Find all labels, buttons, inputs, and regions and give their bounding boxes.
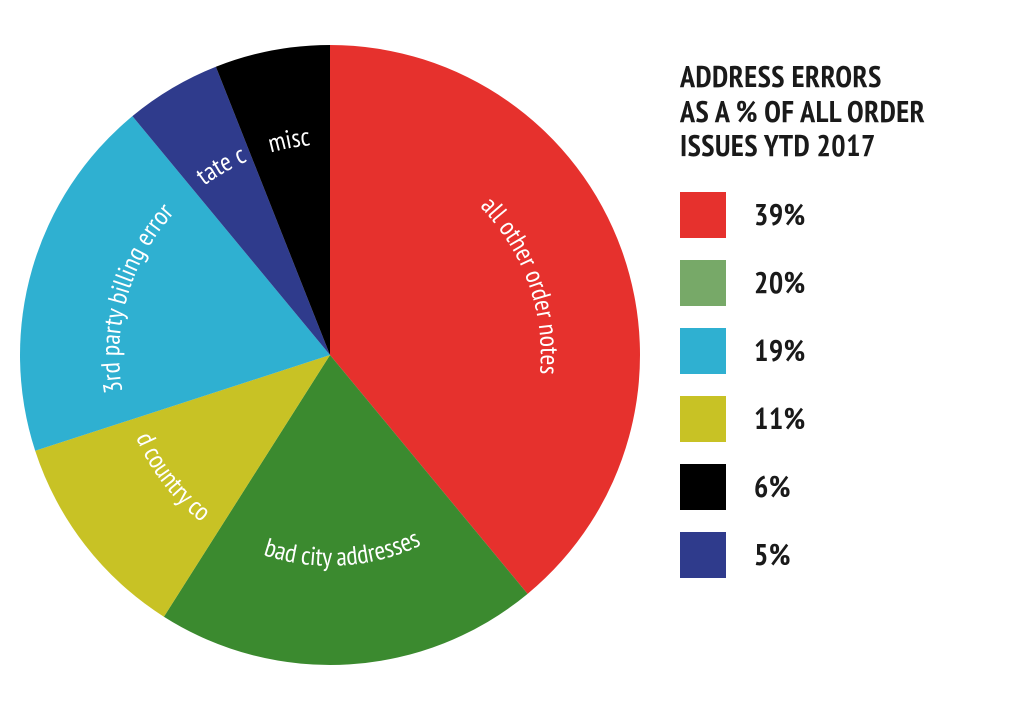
legend-label: 11%: [754, 399, 806, 438]
legend-label: 19%: [754, 331, 806, 370]
legend: ADDRESS ERRORS AS A % OF ALL ORDER ISSUE…: [680, 60, 1010, 600]
legend-title-line-2: AS A % OF ALL ORDER: [680, 92, 925, 131]
legend-item: 11%: [680, 396, 1010, 442]
legend-label: 6%: [754, 467, 791, 506]
legend-items: 39% 20% 19% 11% 6% 5%: [680, 192, 1010, 578]
legend-title-line-3: ISSUES YTD 2017: [680, 126, 876, 165]
legend-label: 39%: [754, 195, 806, 234]
legend-label: 5%: [754, 535, 791, 574]
legend-item: 6%: [680, 464, 1010, 510]
pie-chart: all other order notesbad city addressesb…: [10, 10, 650, 705]
legend-swatch: [680, 532, 726, 578]
legend-title: ADDRESS ERRORS AS A % OF ALL ORDER ISSUE…: [680, 60, 1010, 164]
legend-item: 20%: [680, 260, 1010, 306]
chart-container: all other order notesbad city addressesb…: [0, 0, 1024, 707]
legend-title-line-1: ADDRESS ERRORS: [680, 57, 882, 96]
pie-svg: all other order notesbad city addressesb…: [10, 10, 650, 700]
legend-item: 39%: [680, 192, 1010, 238]
legend-item: 19%: [680, 328, 1010, 374]
legend-label: 20%: [754, 263, 806, 302]
legend-swatch: [680, 260, 726, 306]
legend-swatch: [680, 192, 726, 238]
legend-item: 5%: [680, 532, 1010, 578]
legend-swatch: [680, 328, 726, 374]
legend-swatch: [680, 464, 726, 510]
legend-swatch: [680, 396, 726, 442]
